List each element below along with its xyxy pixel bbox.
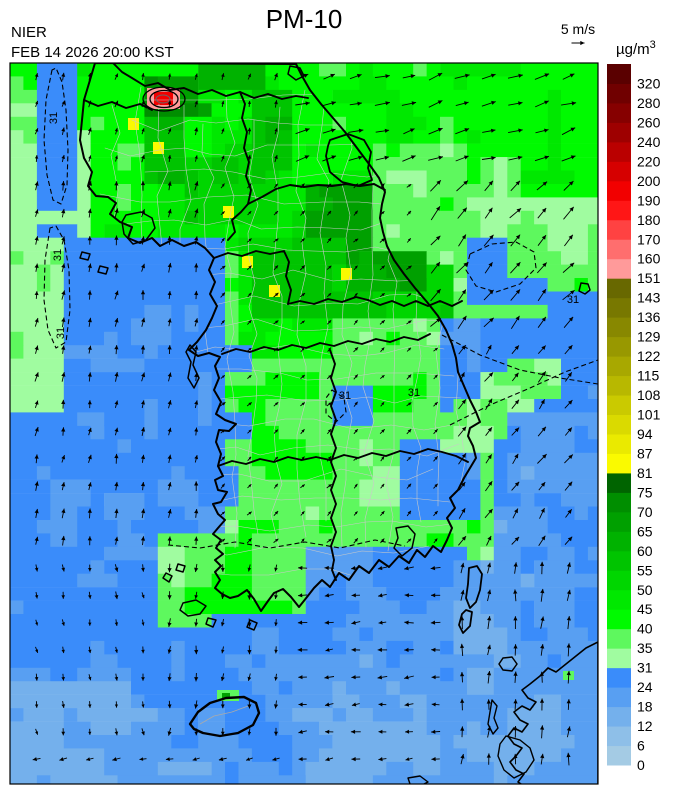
svg-text:31: 31 bbox=[48, 112, 60, 124]
svg-text:31: 31 bbox=[55, 327, 67, 339]
svg-text:94: 94 bbox=[637, 426, 653, 442]
svg-text:24: 24 bbox=[637, 679, 653, 695]
svg-text:31: 31 bbox=[567, 294, 579, 306]
svg-text:320: 320 bbox=[637, 75, 661, 91]
svg-text:122: 122 bbox=[637, 348, 661, 364]
svg-text:190: 190 bbox=[637, 192, 661, 208]
svg-text:101: 101 bbox=[637, 407, 661, 423]
svg-text:170: 170 bbox=[637, 231, 661, 247]
svg-text:55: 55 bbox=[637, 562, 653, 578]
svg-text:45: 45 bbox=[637, 601, 653, 617]
svg-text:18: 18 bbox=[637, 699, 653, 715]
svg-text:260: 260 bbox=[637, 114, 661, 130]
svg-text:12: 12 bbox=[637, 718, 653, 734]
svg-text:280: 280 bbox=[637, 95, 661, 111]
svg-text:35: 35 bbox=[637, 640, 653, 656]
svg-text:108: 108 bbox=[637, 387, 661, 403]
svg-text:31: 31 bbox=[408, 387, 420, 399]
svg-text:87: 87 bbox=[637, 445, 653, 461]
svg-text:40: 40 bbox=[637, 621, 653, 637]
svg-text:NIER: NIER bbox=[11, 24, 47, 41]
svg-text:115: 115 bbox=[637, 368, 660, 384]
svg-text:6: 6 bbox=[637, 738, 645, 754]
svg-text:143: 143 bbox=[637, 290, 661, 306]
svg-text:31: 31 bbox=[339, 390, 351, 402]
svg-text:81: 81 bbox=[637, 465, 653, 481]
svg-text:151: 151 bbox=[637, 270, 661, 286]
svg-text:31: 31 bbox=[637, 660, 653, 676]
svg-text:129: 129 bbox=[637, 329, 661, 345]
svg-text:50: 50 bbox=[637, 582, 653, 598]
svg-text:160: 160 bbox=[637, 251, 661, 267]
svg-text:FEB 14 2026 20:00 KST: FEB 14 2026 20:00 KST bbox=[11, 44, 174, 61]
svg-text:200: 200 bbox=[637, 173, 661, 189]
svg-text:136: 136 bbox=[637, 309, 661, 325]
svg-text:31: 31 bbox=[52, 249, 64, 261]
svg-text:180: 180 bbox=[637, 212, 661, 228]
svg-text:0: 0 bbox=[637, 757, 645, 773]
svg-text:PM-10: PM-10 bbox=[266, 4, 343, 34]
svg-text:60: 60 bbox=[637, 543, 653, 559]
svg-text:220: 220 bbox=[637, 153, 661, 169]
svg-text:5 m/s: 5 m/s bbox=[561, 21, 595, 37]
svg-text:70: 70 bbox=[637, 504, 653, 520]
svg-text:75: 75 bbox=[637, 484, 653, 500]
svg-text:240: 240 bbox=[637, 134, 661, 150]
svg-text:65: 65 bbox=[637, 523, 653, 539]
